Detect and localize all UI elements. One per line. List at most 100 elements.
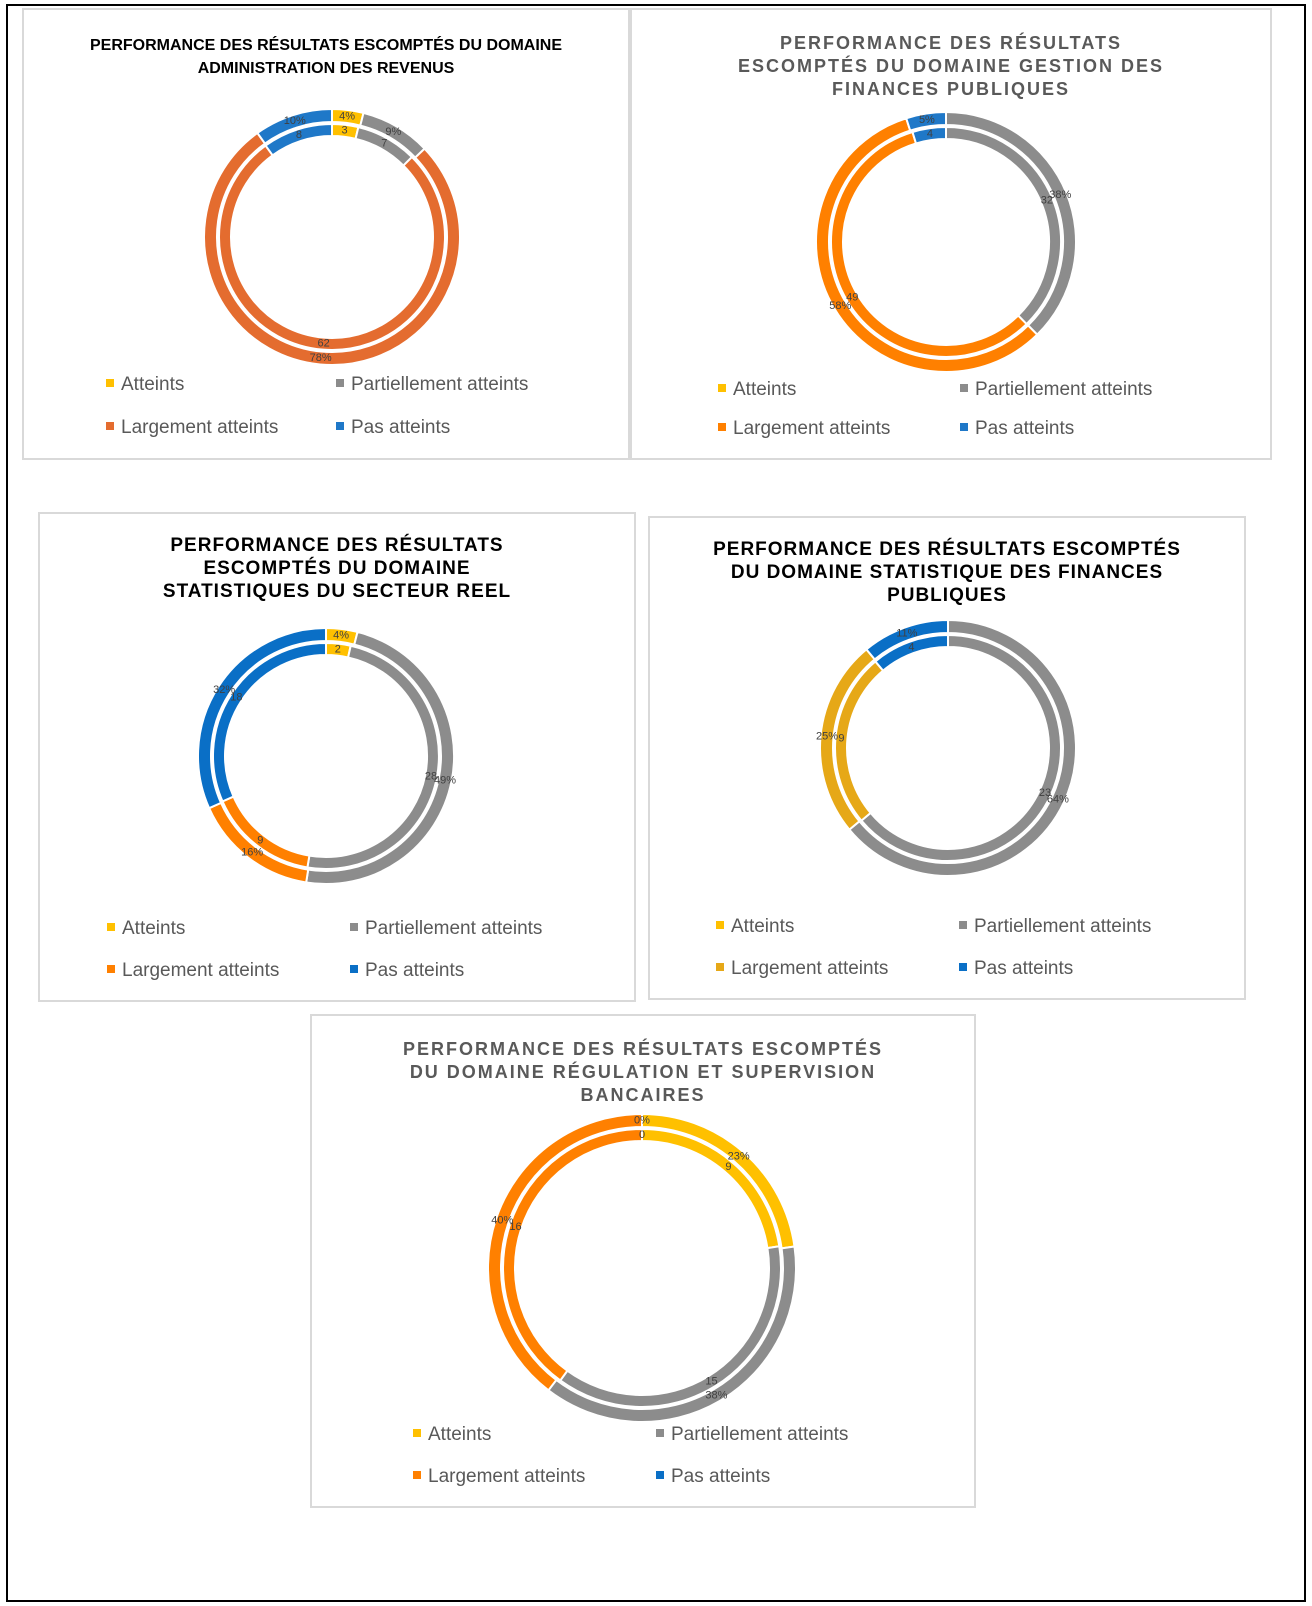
donut-segment	[865, 618, 949, 661]
legend-item: Atteints	[716, 916, 794, 938]
chart-title: PERFORMANCE DES RÉSULTATS ESCOMPTÉS DU D…	[162, 535, 512, 602]
data-label: 0	[639, 1129, 645, 1141]
legend-label: Pas atteints	[365, 960, 465, 981]
legend-swatch	[336, 421, 344, 430]
legend-item: Largement atteints	[106, 417, 278, 439]
donut-segment	[212, 641, 327, 803]
donut: 3 7 62 8 4% 9% 78% 10%	[203, 107, 461, 366]
donut-segment	[558, 1245, 782, 1408]
legend-label: Pas atteints	[351, 417, 451, 438]
data-label: 23%	[728, 1151, 750, 1163]
legend-item: Atteints	[718, 379, 796, 401]
data-label: 38%	[1049, 189, 1071, 201]
legend-swatch	[350, 964, 358, 973]
legend-label: Atteints	[428, 1424, 492, 1445]
data-label: 3	[342, 125, 348, 137]
legend-swatch	[107, 964, 115, 973]
donut-segment	[256, 107, 333, 145]
data-label: 4%	[333, 629, 349, 641]
data-label: 0%	[634, 1114, 650, 1126]
legend-label: Pas atteints	[975, 418, 1075, 439]
data-label: 62	[317, 338, 329, 350]
legend-item: Partiellement atteints	[960, 379, 1152, 401]
legend-item: Atteints	[106, 374, 184, 396]
legend-item: Largement atteints	[107, 960, 279, 982]
legend-item: Largement atteints	[413, 1466, 585, 1488]
donut: 0324940%38%58%5%	[815, 110, 1078, 373]
chart-panel: PERFORMANCE DES RÉSULTATS ESCOMPTÉS DU D…	[648, 516, 1246, 1000]
chart-panel: PERFORMANCE DES RÉSULTATS ESCOMPTÉS DU D…	[310, 1014, 976, 1508]
donut-segment	[911, 125, 947, 145]
legend-item: Pas atteints	[959, 958, 1073, 980]
data-label: 32	[1041, 195, 1053, 207]
legend-swatch	[960, 422, 968, 431]
data-label: 64%	[1047, 794, 1069, 806]
legend-swatch	[960, 383, 968, 392]
legend-swatch	[716, 920, 724, 929]
data-label: 18	[230, 691, 242, 703]
legend-label: Largement atteints	[428, 1466, 586, 1487]
data-label: 16%	[241, 846, 263, 858]
chart-title: PERFORMANCE DES RÉSULTATS ESCOMPTÉS DU D…	[89, 37, 563, 77]
chart-panel: PERFORMANCE DES RÉSULTATS ESCOMPTÉS DU D…	[630, 8, 1272, 460]
legend-swatch	[413, 1470, 421, 1479]
legend-swatch	[716, 962, 724, 971]
legend-item: Pas atteints	[350, 960, 464, 982]
legend-label: Atteints	[122, 918, 186, 939]
data-label: 9%	[385, 126, 401, 138]
chart-panel: PERFORMANCE DES RÉSULTATS ESCOMPTÉS DU D…	[38, 512, 636, 1002]
data-label: 28	[425, 770, 437, 782]
donut-segment	[873, 633, 949, 673]
donut-segment	[502, 1127, 643, 1382]
legend-item: Partiellement atteints	[336, 374, 528, 396]
legend-swatch	[656, 1428, 664, 1437]
legend-swatch	[959, 920, 967, 929]
legend-item: Atteints	[413, 1424, 491, 1446]
legend-label: Atteints	[731, 916, 795, 937]
legend-item: Pas atteints	[656, 1466, 770, 1488]
legend-label: Pas atteints	[671, 1466, 771, 1487]
legend-swatch	[656, 1470, 664, 1479]
legend-label: Largement atteints	[121, 417, 279, 438]
legend-swatch	[107, 922, 115, 931]
legend-swatch	[718, 422, 726, 431]
legend-swatch	[106, 378, 114, 387]
legend-swatch	[959, 962, 967, 971]
donut: 2 28 9 18 4% 49% 16% 32%	[197, 626, 456, 886]
legend-label: Largement atteints	[731, 958, 889, 979]
data-label: 58%	[829, 300, 851, 312]
legend-item: Atteints	[107, 918, 185, 940]
donut: 023940%64%25%11%	[816, 618, 1077, 877]
legend-label: Largement atteints	[122, 960, 280, 981]
chart-title: PERFORMANCE DES RÉSULTATS ESCOMPTÉS DU D…	[713, 539, 1181, 606]
legend-swatch	[336, 378, 344, 387]
legend-swatch	[413, 1428, 421, 1437]
data-label: 9	[838, 733, 844, 745]
data-label: 15	[705, 1375, 717, 1387]
legend-item: Largement atteints	[718, 418, 890, 440]
legend-swatch	[106, 421, 114, 430]
data-label: 23	[1039, 787, 1051, 799]
data-label: 16	[509, 1221, 521, 1233]
data-label: 32%	[213, 684, 235, 696]
page-frame	[6, 4, 1306, 1602]
legend-item: Partiellement atteints	[656, 1424, 848, 1446]
chart-panel: PERFORMANCE DES RÉSULTATS ESCOMPTÉS DU D…	[22, 8, 630, 460]
data-label: 5%	[919, 114, 935, 126]
data-label: 4	[927, 128, 933, 140]
legend-item: Largement atteints	[716, 958, 888, 980]
legend-label: Pas atteints	[974, 958, 1074, 979]
data-label: 4%	[339, 110, 355, 122]
legend-item: Pas atteints	[960, 418, 1074, 440]
legend-swatch	[350, 922, 358, 931]
legend-label: Atteints	[733, 379, 797, 400]
legend-swatch	[718, 383, 726, 392]
data-label: 49%	[434, 774, 456, 786]
data-label: 40%	[491, 1215, 513, 1227]
legend-label: Partiellement atteints	[975, 379, 1153, 400]
data-label: 25%	[816, 731, 838, 743]
data-label: 9	[725, 1161, 731, 1173]
data-label: 9	[257, 834, 263, 846]
data-label: 2	[335, 644, 341, 656]
